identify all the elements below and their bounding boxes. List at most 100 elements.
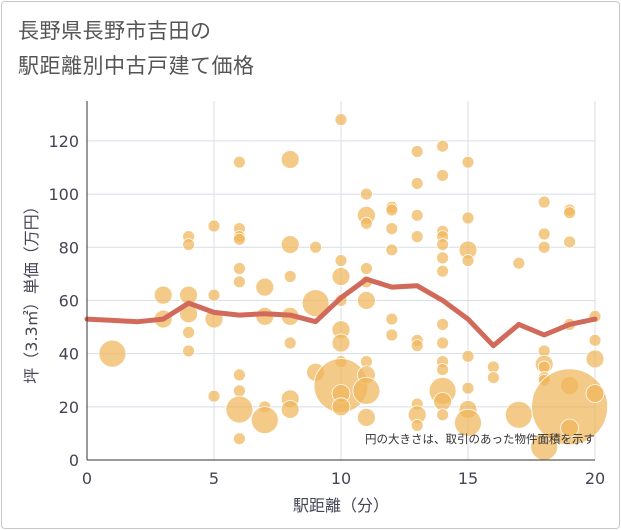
data-point: [436, 251, 450, 265]
data-point: [207, 288, 221, 302]
x-tick-label: 5: [209, 469, 219, 488]
data-point: [563, 235, 576, 249]
y-tick-label: 80: [59, 238, 79, 257]
data-point: [334, 254, 348, 267]
data-point: [385, 243, 399, 257]
data-point: [436, 408, 450, 422]
data-point: [461, 211, 475, 225]
axes: 0 20 40 60 80 100 120 0 5 10 15 20: [48, 101, 605, 488]
data-point: [537, 360, 551, 374]
y-tick-label: 100: [48, 185, 79, 204]
data-point: [433, 392, 453, 411]
data-point: [585, 349, 605, 369]
data-point: [385, 328, 399, 342]
data-point: [560, 418, 579, 438]
data-point: [436, 139, 450, 153]
data-point: [280, 400, 300, 419]
average-line: [84, 276, 598, 349]
data-point: [461, 349, 475, 363]
data-point: [454, 408, 482, 437]
data-point: [537, 240, 551, 254]
data-point: [385, 203, 399, 217]
data-point: [410, 177, 424, 190]
y-tick-label: 40: [59, 345, 79, 364]
chart-title-line2: 駅距離別中古戸建て価格: [18, 54, 255, 78]
data-point: [232, 262, 246, 275]
data-point: [207, 389, 221, 403]
data-point: [410, 145, 424, 158]
data-point: [207, 219, 221, 233]
data-point: [436, 336, 450, 350]
data-point: [385, 222, 399, 236]
data-point: [486, 360, 500, 374]
y-tick-label: 0: [69, 451, 79, 470]
data-point: [356, 408, 376, 427]
data-point: [436, 363, 450, 376]
data-point: [283, 336, 297, 350]
data-point: [280, 150, 300, 169]
data-point: [331, 333, 351, 353]
data-point: [410, 419, 424, 432]
data-point: [359, 187, 373, 201]
data-point: [436, 317, 450, 331]
data-point: [436, 169, 450, 182]
average-line-group: [84, 276, 598, 349]
data-point: [331, 267, 351, 286]
data-point: [588, 333, 602, 347]
data-point: [250, 406, 279, 435]
data-point: [232, 232, 246, 246]
data-point: [504, 400, 533, 429]
data-point: [410, 230, 424, 244]
data-point: [585, 384, 605, 403]
data-point: [410, 208, 424, 222]
data-point: [537, 227, 551, 241]
data-point: [98, 339, 127, 368]
data-point: [436, 238, 450, 252]
data-point: [255, 277, 275, 297]
x-tick-label: 20: [585, 469, 605, 488]
data-point: [309, 240, 323, 254]
data-point: [232, 432, 246, 446]
data-point: [461, 254, 475, 267]
data-point: [359, 216, 373, 230]
size-note: 円の大きさは、取引のあった物件面積を示す: [365, 432, 595, 446]
data-point: [512, 256, 526, 270]
data-point: [486, 371, 500, 384]
bubble-series: [98, 113, 608, 461]
data-point: [461, 381, 475, 395]
data-point: [225, 395, 254, 424]
data-point: [182, 325, 196, 339]
data-point: [436, 264, 450, 278]
y-axis-label: 坪（3.3㎡）単価（万円）: [22, 198, 41, 383]
data-point: [153, 285, 173, 305]
data-point: [182, 344, 196, 358]
chart-title-line1: 長野県長野市吉田の: [18, 19, 212, 43]
data-point: [301, 289, 330, 318]
data-point: [461, 155, 475, 169]
data-point: [232, 368, 246, 382]
x-axis-label: 駅距離（分）: [293, 496, 389, 515]
y-tick-label: 20: [59, 398, 79, 417]
data-point: [537, 195, 551, 209]
chart-title: 長野県長野市吉田の 駅距離別中古戸建て価格: [18, 14, 255, 84]
data-point: [334, 113, 348, 127]
y-tick-label: 120: [48, 132, 79, 151]
data-point: [232, 275, 246, 289]
y-tick-label: 60: [59, 291, 79, 310]
data-point: [331, 397, 351, 417]
data-point: [182, 238, 196, 252]
data-point: [563, 206, 576, 220]
data-point: [232, 384, 246, 398]
data-point: [385, 312, 399, 326]
data-point: [232, 155, 246, 169]
data-point: [283, 270, 297, 283]
data-point: [359, 262, 373, 275]
x-tick-label: 0: [82, 469, 92, 488]
data-point: [356, 291, 376, 310]
data-point: [280, 235, 300, 255]
x-tick-label: 10: [331, 469, 351, 488]
data-point: [410, 339, 424, 353]
data-point: [352, 376, 381, 405]
x-tick-label: 15: [458, 469, 478, 488]
